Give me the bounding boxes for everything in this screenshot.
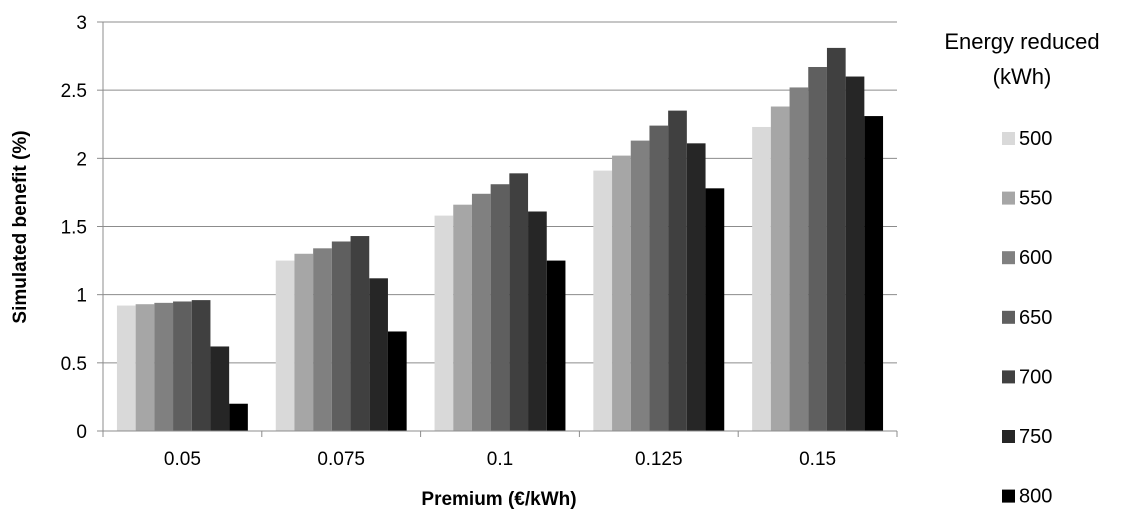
y-tick-label: 2 xyxy=(76,149,87,170)
bar-600-0.1 xyxy=(471,193,491,431)
bar-550-0.1 xyxy=(453,204,472,431)
legend-label-550: 550 xyxy=(1019,188,1052,210)
bar-750-0.15 xyxy=(845,76,865,432)
y-tick-label: 0 xyxy=(76,422,87,443)
legend-label-700: 700 xyxy=(1019,366,1052,388)
legend-swatch-750 xyxy=(1002,430,1015,443)
legend-title-line-2: (kWh) xyxy=(993,64,1052,89)
bar-600-0.15 xyxy=(789,87,809,431)
bar-500-0.05 xyxy=(116,305,136,431)
legend-label-750: 750 xyxy=(1019,426,1052,448)
axes xyxy=(97,21,898,437)
y-tick-label: 3 xyxy=(76,13,87,34)
bar-750-0.05 xyxy=(210,346,230,431)
x-tick-label: 0.1 xyxy=(487,449,513,470)
y-axis-title: Simulated benefit (%) xyxy=(10,130,31,323)
bar-800-0.075 xyxy=(387,331,407,431)
bar-650-0.1 xyxy=(490,184,510,431)
bar-800-0.05 xyxy=(229,403,248,431)
y-tick-label: 1 xyxy=(76,286,87,307)
bar-700-0.05 xyxy=(191,300,211,431)
x-tick-label: 0.15 xyxy=(799,449,836,470)
y-tick-labels: 0 0.5 1 1.5 2 2.5 3 xyxy=(61,13,87,443)
bar-500-0.125 xyxy=(593,170,613,431)
legend-swatch-550 xyxy=(1002,191,1015,205)
bar-750-0.1 xyxy=(528,211,547,431)
bar-650-0.05 xyxy=(173,301,192,431)
bar-500-0.1 xyxy=(434,215,454,431)
bar-750-0.075 xyxy=(369,278,388,431)
legend-swatch-600 xyxy=(1002,251,1015,265)
legend-swatch-650 xyxy=(1002,310,1015,324)
bar-500-0.075 xyxy=(275,260,295,431)
bar-550-0.15 xyxy=(770,106,790,431)
legend-label-600: 600 xyxy=(1019,247,1052,269)
legend-swatch-500 xyxy=(1002,132,1015,145)
bar-650-0.075 xyxy=(331,241,351,431)
legend-swatch-800 xyxy=(1002,489,1015,503)
legend-label-500: 500 xyxy=(1019,128,1052,150)
legend-label-650: 650 xyxy=(1019,307,1052,329)
y-tick-label: 1.5 xyxy=(61,218,87,239)
legend-label-800: 800 xyxy=(1019,486,1052,508)
y-tick-label: 2.5 xyxy=(61,81,87,102)
bar-600-0.075 xyxy=(313,248,332,431)
x-tick-label: 0.125 xyxy=(635,449,683,470)
bar-700-0.125 xyxy=(668,110,687,431)
bar-650-0.125 xyxy=(649,125,669,431)
bars xyxy=(116,47,884,432)
legend-items: 500 550 600 650 700 750 800 xyxy=(1002,128,1052,508)
y-tick-label: 0.5 xyxy=(61,354,87,375)
bar-700-0.15 xyxy=(826,47,846,432)
bar-800-0.15 xyxy=(864,116,884,431)
bar-600-0.125 xyxy=(630,140,650,432)
bar-600-0.05 xyxy=(154,302,174,431)
bar-800-0.125 xyxy=(705,188,725,431)
bar-700-0.075 xyxy=(350,236,370,431)
bar-650-0.15 xyxy=(808,66,827,432)
bar-550-0.075 xyxy=(294,253,314,431)
bar-550-0.05 xyxy=(135,304,155,431)
bar-800-0.1 xyxy=(546,260,566,431)
bar-700-0.1 xyxy=(509,173,529,431)
x-axis-title: Premium (€/kWh) xyxy=(421,489,576,510)
x-tick-label: 0.075 xyxy=(317,449,365,470)
bar-750-0.125 xyxy=(686,143,706,431)
legend-title-line-1: Energy reduced xyxy=(944,29,1099,54)
legend-swatch-700 xyxy=(1002,370,1015,384)
x-tick-label: 0.05 xyxy=(164,449,201,470)
bar-550-0.125 xyxy=(612,155,631,431)
bar-500-0.15 xyxy=(752,126,771,431)
x-tick-labels: 0.05 0.075 0.1 0.125 0.15 xyxy=(164,449,836,470)
legend: Energy reduced (kWh) 500 550 600 650 700 750 8… xyxy=(944,29,1099,508)
